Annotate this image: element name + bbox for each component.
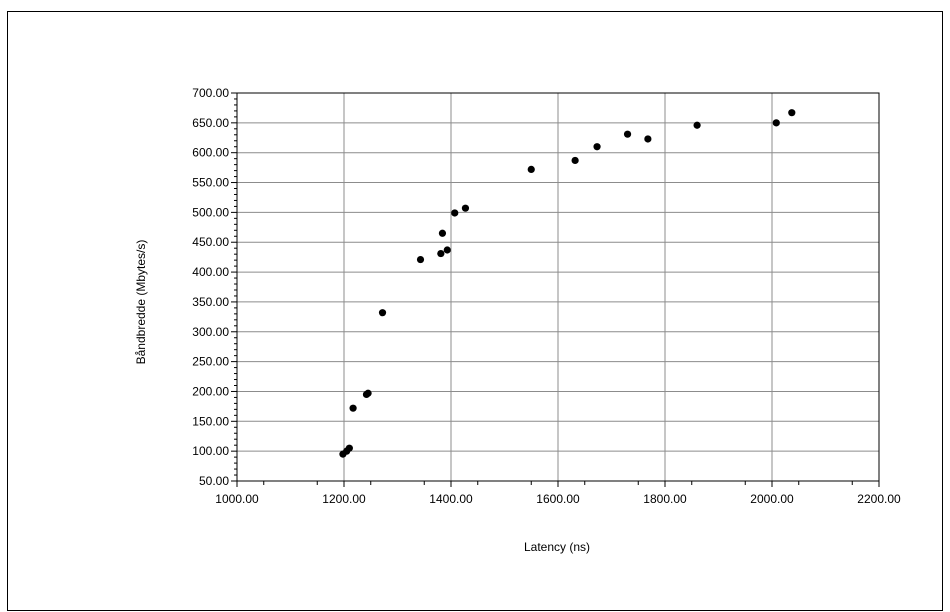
x-tick-label: 1400.00 [429,492,473,506]
x-tick-label: 1600.00 [536,492,580,506]
data-point [349,404,357,412]
y-tick-label: 100.00 [192,444,229,458]
x-tick-label: 1000.00 [215,492,259,506]
data-point [378,309,387,317]
y-tick-label: 700.00 [192,86,229,100]
data-point [438,229,447,237]
data-point [461,204,470,212]
y-tick-label: 550.00 [192,176,229,190]
y-tick-label: 500.00 [192,205,229,219]
point-layer [339,109,796,458]
y-tick-label: 200.00 [192,384,229,398]
data-point [644,135,652,143]
y-tick-label: 300.00 [192,325,229,339]
x-tick-label: 1800.00 [643,492,687,506]
y-tick-label: 150.00 [192,414,229,428]
data-point [693,121,701,129]
data-point [364,389,372,397]
axis-layer: 1000.00 1200.00 1400.00 1600.00 1800.00 2000.… [192,86,901,506]
grid-layer [237,93,879,481]
data-point [443,246,451,254]
y-tick-label: 50.00 [199,474,229,488]
plot-area-border [236,92,880,482]
x-tick-label: 2200.00 [857,492,901,506]
data-point [772,119,780,127]
y-tick-label: 350.00 [192,295,229,309]
y-tick-label: 400.00 [192,265,229,279]
outer-border [7,11,943,611]
x-tick-label: 2000.00 [750,492,794,506]
data-point [345,444,353,452]
x-tick-label: 1200.00 [322,492,366,506]
data-point [437,249,445,258]
y-tick-label: 650.00 [192,116,229,130]
y-tick-label: 450.00 [192,235,229,249]
data-point [788,109,796,117]
data-point [451,209,459,217]
data-point [593,143,601,151]
data-point [527,165,535,174]
data-point [416,255,425,264]
data-point [623,130,632,138]
data-point [571,156,579,165]
y-tick-label: 250.00 [192,355,229,369]
x-axis-label: Latency (ns) [524,540,590,554]
y-tick-label: 600.00 [192,146,229,160]
y-axis-label: Båndbredde (Mbytes/s) [134,240,148,365]
